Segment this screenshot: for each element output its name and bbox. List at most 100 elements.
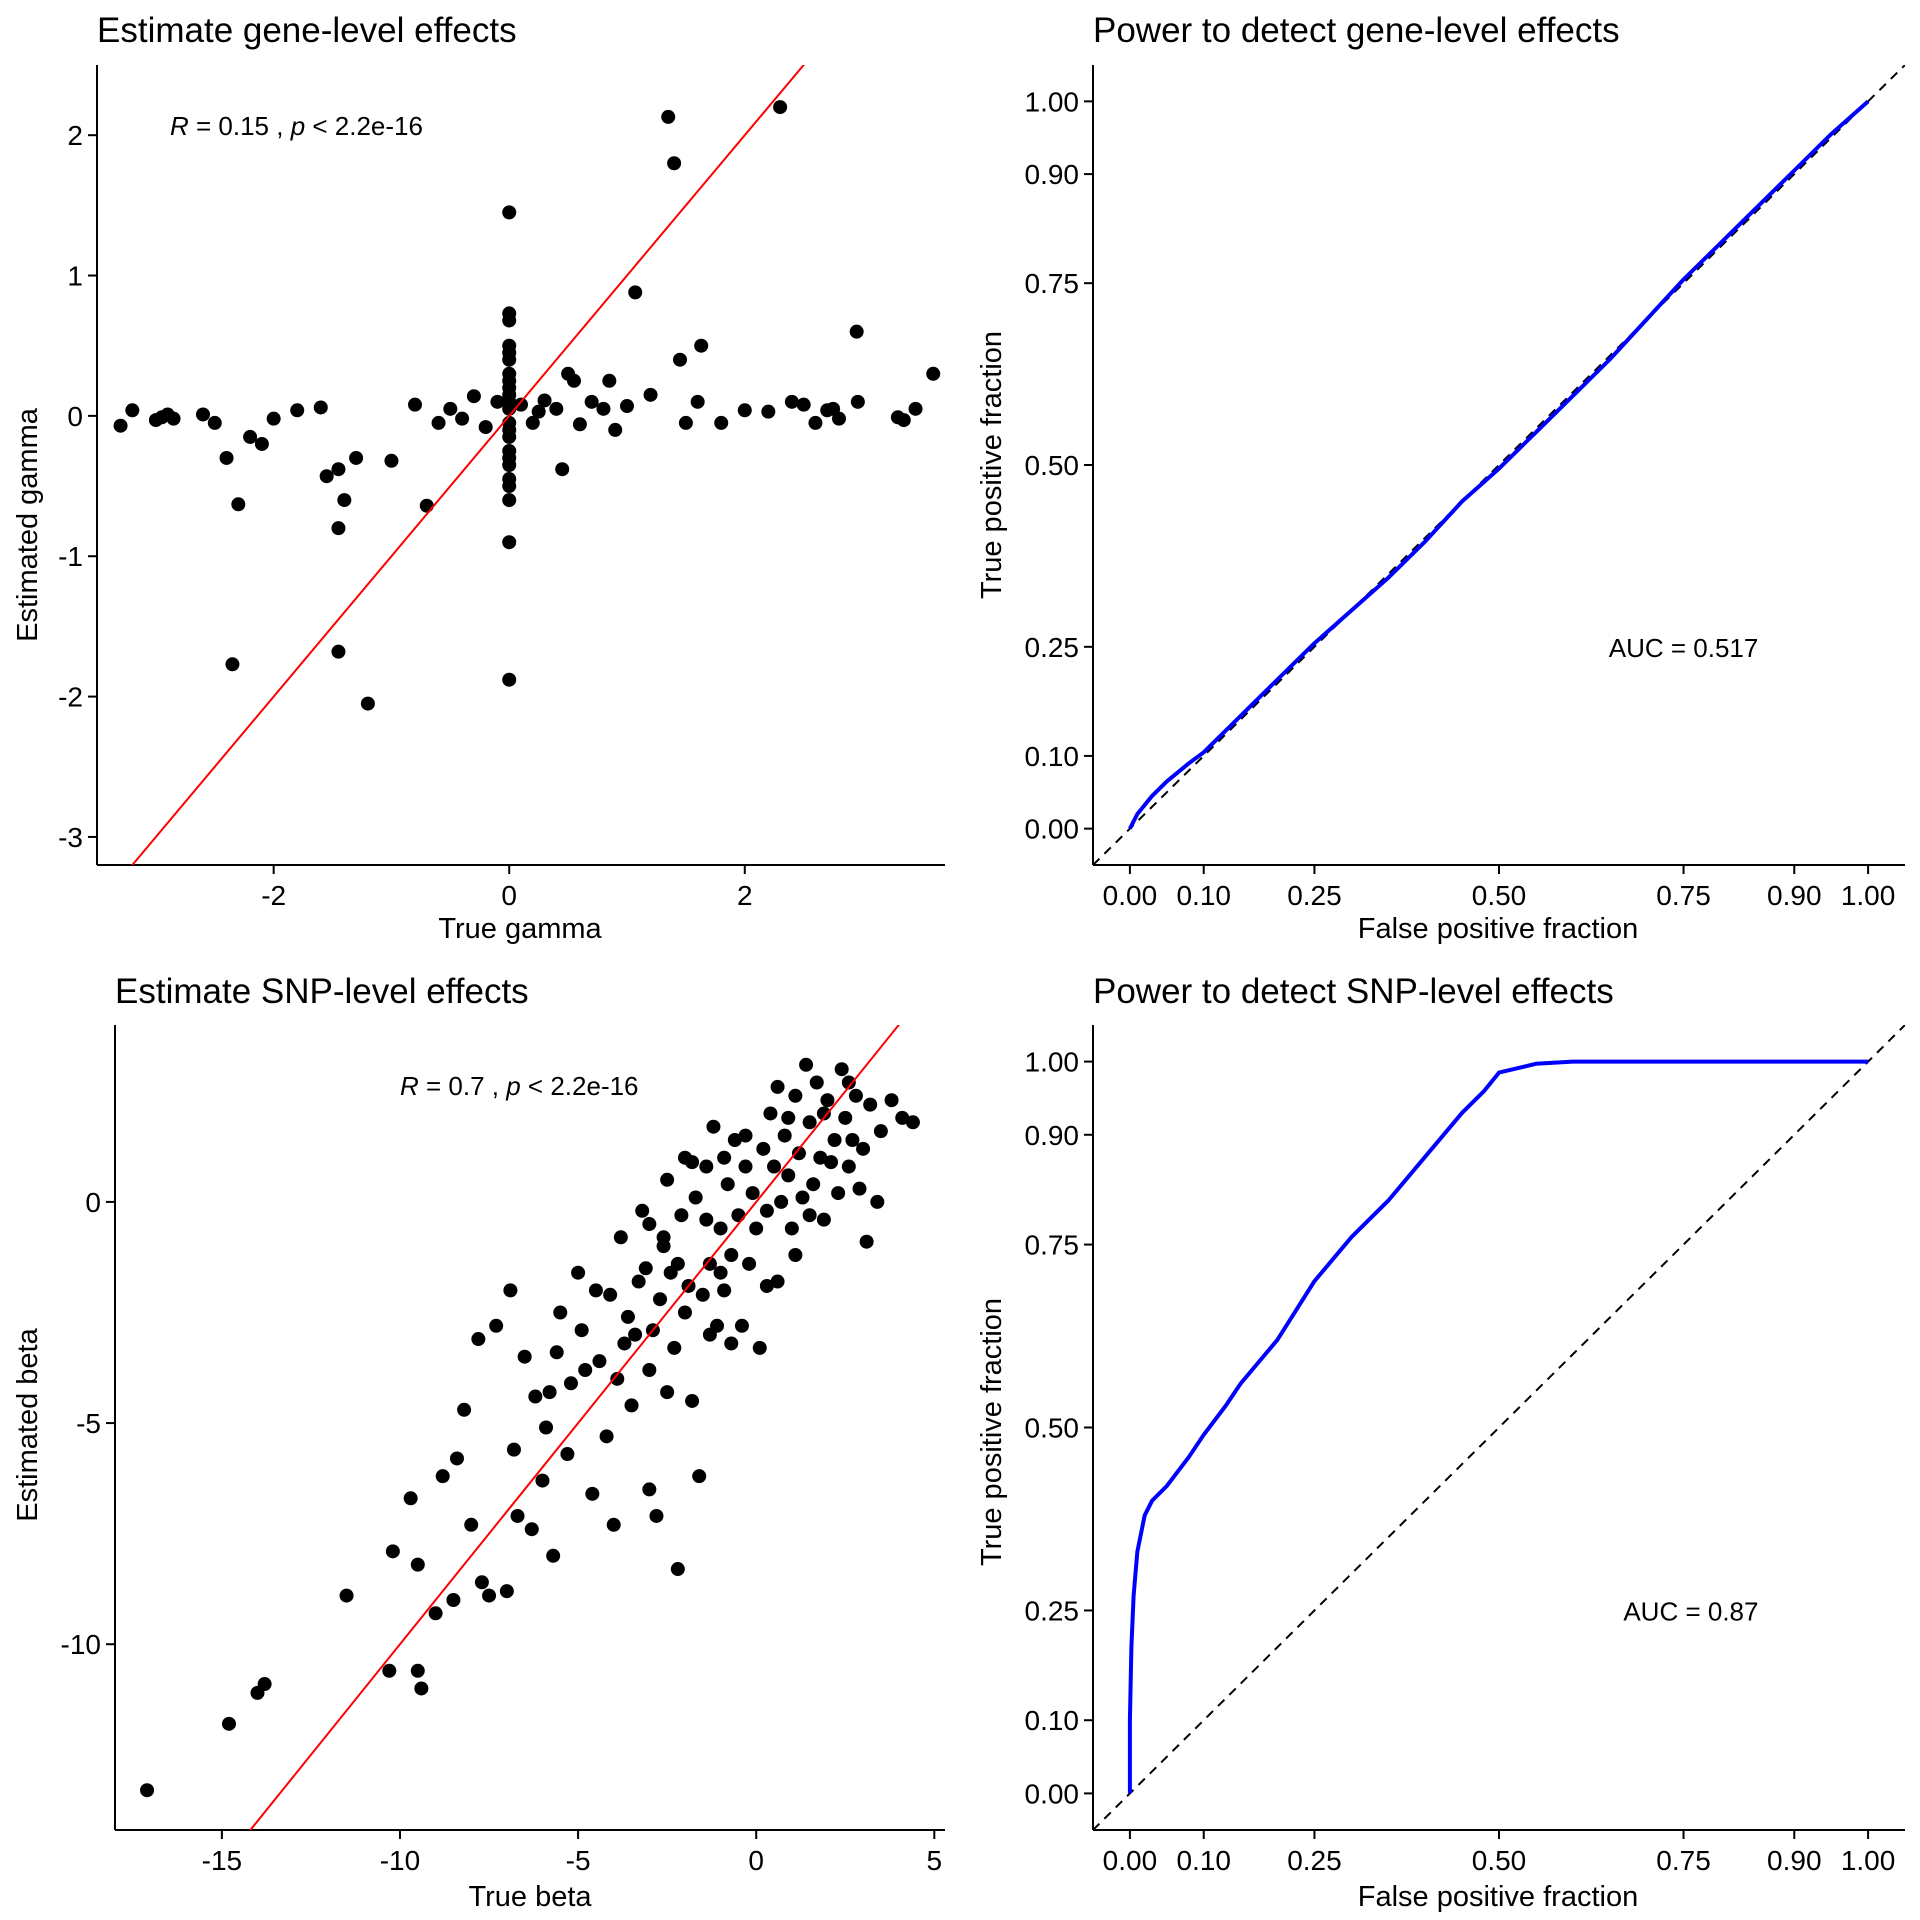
y-tick-label: 0.75 [1025,268,1080,299]
data-point [727,1133,742,1147]
data-point [863,1097,878,1112]
data-point [435,1469,450,1484]
roc-curve [1128,99,1870,830]
x-tick-label: 0.75 [1656,1845,1711,1876]
data-point [813,1150,828,1165]
data-point [528,1389,543,1404]
x-tick-label: 0.00 [1103,1845,1158,1876]
data-point [482,1588,497,1603]
x-tick-label: 0.10 [1176,1845,1231,1876]
data-point [724,1336,739,1351]
data-point [642,1363,657,1377]
y-tick-label: -5 [76,1408,101,1439]
annotation-r: R [400,1071,419,1101]
x-tick-label: -15 [202,1845,242,1876]
data-point [827,1133,842,1147]
snp-scatter-panel: Estimate SNP-level effects R = 0.7 , p <… [12,972,945,1913]
data-point [884,1093,899,1108]
data-point [542,1385,557,1400]
data-point [313,400,328,415]
gene-scatter-panel: Estimate gene-level effects R = 0.15 , p… [12,11,945,945]
data-point [859,1234,874,1249]
data-point [331,521,346,536]
y-tick-label: 1.00 [1025,1047,1080,1078]
data-point [734,1318,749,1333]
data-point [502,535,517,550]
data-point [555,462,570,477]
data-point [802,1115,817,1130]
data-point [503,1283,518,1298]
data-point [196,407,210,422]
gene-roc-panel: Power to detect gene-level effects False… [976,11,1905,945]
data-point [339,1588,354,1603]
data-point [816,1212,831,1227]
data-point [663,1265,678,1280]
data-point [571,1265,586,1280]
data-point [653,1292,668,1307]
data-point [360,696,375,711]
data-point [643,387,658,402]
y-tick-label: 0.50 [1025,450,1080,481]
data-point [761,404,776,419]
data-point [428,1606,443,1621]
y-tick-label: 0.00 [1025,1778,1080,1809]
y-tick-label: 1 [67,261,83,292]
x-axis-title: False positive fraction [1358,1881,1638,1913]
data-point [713,1221,728,1236]
data-point [603,1287,618,1302]
data-point [695,1287,710,1302]
data-point [702,1256,717,1271]
chart-title: Power to detect SNP-level effects [1093,972,1614,1011]
data-point [677,1150,692,1165]
regression-line [249,1025,900,1830]
data-point [549,1345,564,1360]
reference-diagonal [1093,65,1905,865]
data-point [489,1318,504,1333]
data-point [585,1486,600,1501]
data-point [537,393,552,408]
chart-title: Estimate SNP-level effects [115,972,529,1011]
data-point [667,156,682,171]
data-point [254,436,269,451]
data-point [849,324,864,339]
data-point [674,1208,689,1223]
data-point [502,352,517,367]
data-point [221,1716,236,1731]
x-tick-label: 1.00 [1841,880,1896,911]
data-point [763,1106,778,1121]
x-tick-label: 1.00 [1841,1845,1896,1876]
data-point [410,1557,425,1572]
data-point [788,1248,803,1262]
annotation-r: R [170,111,189,141]
data-point [848,1088,863,1103]
data-point [266,411,281,426]
data-point [770,1079,785,1094]
data-point [638,1261,653,1276]
data-point [824,1155,839,1170]
x-tick-label: 0.25 [1287,880,1342,911]
data-point [610,1371,625,1386]
data-point [845,1133,860,1147]
data-point [905,1115,920,1130]
data-point [431,415,446,430]
data-point [642,1482,657,1497]
data-point [699,1159,714,1174]
data-point [613,1230,628,1245]
x-axis-title: True gamma [438,913,602,945]
y-axis-title: Estimated beta [12,1327,44,1521]
data-point [531,404,546,419]
x-tick-label: 0.75 [1656,880,1711,911]
data-point [578,1363,593,1377]
data-point [770,1274,785,1289]
data-point [685,1393,700,1408]
data-point [502,429,517,444]
data-point [816,1106,831,1121]
data-point [690,394,705,409]
data-point [606,1517,621,1532]
data-point [384,453,399,468]
data-point [506,1442,521,1457]
data-point [588,1283,603,1298]
y-tick-label: -10 [61,1629,101,1660]
data-point [599,1429,614,1444]
y-tick-label: 2 [67,120,83,151]
